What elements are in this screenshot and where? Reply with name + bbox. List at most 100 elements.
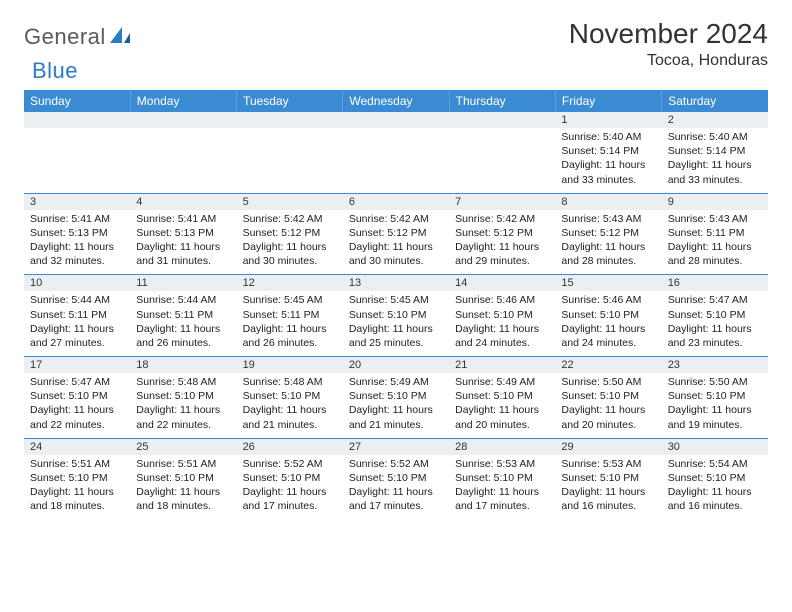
daylight-line: Daylight: 11 hours and 33 minutes. [561, 158, 655, 186]
day-number-cell: 10 [24, 275, 130, 292]
sunset-line: Sunset: 5:10 PM [30, 389, 124, 403]
daylight-line: Daylight: 11 hours and 30 minutes. [243, 240, 337, 268]
day-number-cell: 15 [555, 275, 661, 292]
daynum-row: 3456789 [24, 193, 768, 210]
sunset-line: Sunset: 5:11 PM [30, 308, 124, 322]
sunrise-line: Sunrise: 5:48 AM [243, 375, 337, 389]
calendar-body: 12Sunrise: 5:40 AMSunset: 5:14 PMDayligh… [24, 112, 768, 519]
day-content-cell: Sunrise: 5:40 AMSunset: 5:14 PMDaylight:… [662, 128, 768, 193]
daylight-line: Daylight: 11 hours and 25 minutes. [349, 322, 443, 350]
day-content-cell: Sunrise: 5:40 AMSunset: 5:14 PMDaylight:… [555, 128, 661, 193]
sunset-line: Sunset: 5:10 PM [30, 471, 124, 485]
sunset-line: Sunset: 5:14 PM [668, 144, 762, 158]
title-block: November 2024 Tocoa, Honduras [569, 18, 768, 70]
day-content-cell: Sunrise: 5:44 AMSunset: 5:11 PMDaylight:… [24, 291, 130, 356]
daylight-line: Daylight: 11 hours and 33 minutes. [668, 158, 762, 186]
day-content-cell: Sunrise: 5:53 AMSunset: 5:10 PMDaylight:… [555, 455, 661, 520]
sunset-line: Sunset: 5:10 PM [349, 308, 443, 322]
content-row: Sunrise: 5:40 AMSunset: 5:14 PMDaylight:… [24, 128, 768, 193]
day-number-cell: 1 [555, 112, 661, 128]
daylight-line: Daylight: 11 hours and 19 minutes. [668, 403, 762, 431]
sunset-line: Sunset: 5:10 PM [243, 389, 337, 403]
day-content-cell: Sunrise: 5:48 AMSunset: 5:10 PMDaylight:… [130, 373, 236, 438]
month-title: November 2024 [569, 18, 768, 50]
sunrise-line: Sunrise: 5:53 AM [561, 457, 655, 471]
weekday-sun: Sunday [24, 90, 130, 112]
weekday-thu: Thursday [449, 90, 555, 112]
day-content-cell: Sunrise: 5:54 AMSunset: 5:10 PMDaylight:… [662, 455, 768, 520]
day-number-cell: 22 [555, 357, 661, 374]
weekday-wed: Wednesday [343, 90, 449, 112]
daylight-line: Daylight: 11 hours and 17 minutes. [243, 485, 337, 513]
day-number-cell [343, 112, 449, 128]
daylight-line: Daylight: 11 hours and 20 minutes. [561, 403, 655, 431]
sunset-line: Sunset: 5:10 PM [561, 308, 655, 322]
daylight-line: Daylight: 11 hours and 27 minutes. [30, 322, 124, 350]
calendar-page: General November 2024 Tocoa, Honduras Bl… [0, 0, 792, 519]
content-row: Sunrise: 5:41 AMSunset: 5:13 PMDaylight:… [24, 210, 768, 275]
sunset-line: Sunset: 5:10 PM [136, 389, 230, 403]
day-content-cell [237, 128, 343, 193]
day-number-cell: 29 [555, 438, 661, 455]
content-row: Sunrise: 5:47 AMSunset: 5:10 PMDaylight:… [24, 373, 768, 438]
sunset-line: Sunset: 5:12 PM [455, 226, 549, 240]
day-content-cell: Sunrise: 5:42 AMSunset: 5:12 PMDaylight:… [449, 210, 555, 275]
day-number-cell: 11 [130, 275, 236, 292]
sunset-line: Sunset: 5:13 PM [136, 226, 230, 240]
day-content-cell [449, 128, 555, 193]
day-number-cell: 8 [555, 193, 661, 210]
day-content-cell: Sunrise: 5:41 AMSunset: 5:13 PMDaylight:… [130, 210, 236, 275]
sunset-line: Sunset: 5:10 PM [668, 389, 762, 403]
sunrise-line: Sunrise: 5:49 AM [349, 375, 443, 389]
sunset-line: Sunset: 5:13 PM [30, 226, 124, 240]
day-content-cell: Sunrise: 5:52 AMSunset: 5:10 PMDaylight:… [343, 455, 449, 520]
sunrise-line: Sunrise: 5:47 AM [668, 293, 762, 307]
brand-sail-icon [108, 25, 134, 50]
day-number-cell: 30 [662, 438, 768, 455]
sunset-line: Sunset: 5:10 PM [349, 389, 443, 403]
sunrise-line: Sunrise: 5:42 AM [243, 212, 337, 226]
sunrise-line: Sunrise: 5:41 AM [136, 212, 230, 226]
sunset-line: Sunset: 5:11 PM [136, 308, 230, 322]
sunrise-line: Sunrise: 5:45 AM [243, 293, 337, 307]
weekday-sat: Saturday [662, 90, 768, 112]
day-number-cell: 3 [24, 193, 130, 210]
sunset-line: Sunset: 5:12 PM [243, 226, 337, 240]
day-content-cell [130, 128, 236, 193]
day-content-cell: Sunrise: 5:46 AMSunset: 5:10 PMDaylight:… [449, 291, 555, 356]
brand-logo: General [24, 18, 136, 50]
day-content-cell: Sunrise: 5:43 AMSunset: 5:11 PMDaylight:… [662, 210, 768, 275]
day-content-cell: Sunrise: 5:51 AMSunset: 5:10 PMDaylight:… [130, 455, 236, 520]
day-number-cell: 16 [662, 275, 768, 292]
day-content-cell: Sunrise: 5:45 AMSunset: 5:10 PMDaylight:… [343, 291, 449, 356]
daynum-row: 10111213141516 [24, 275, 768, 292]
sunrise-line: Sunrise: 5:47 AM [30, 375, 124, 389]
sunrise-line: Sunrise: 5:51 AM [136, 457, 230, 471]
weekday-tue: Tuesday [237, 90, 343, 112]
sunrise-line: Sunrise: 5:46 AM [455, 293, 549, 307]
day-content-cell: Sunrise: 5:42 AMSunset: 5:12 PMDaylight:… [237, 210, 343, 275]
day-number-cell: 2 [662, 112, 768, 128]
day-number-cell: 17 [24, 357, 130, 374]
sunset-line: Sunset: 5:10 PM [349, 471, 443, 485]
sunrise-line: Sunrise: 5:43 AM [561, 212, 655, 226]
sunset-line: Sunset: 5:10 PM [668, 471, 762, 485]
daylight-line: Daylight: 11 hours and 21 minutes. [243, 403, 337, 431]
sunset-line: Sunset: 5:14 PM [561, 144, 655, 158]
daylight-line: Daylight: 11 hours and 16 minutes. [668, 485, 762, 513]
day-content-cell: Sunrise: 5:46 AMSunset: 5:10 PMDaylight:… [555, 291, 661, 356]
sunrise-line: Sunrise: 5:41 AM [30, 212, 124, 226]
sunrise-line: Sunrise: 5:50 AM [561, 375, 655, 389]
day-number-cell: 21 [449, 357, 555, 374]
day-number-cell: 4 [130, 193, 236, 210]
sunrise-line: Sunrise: 5:54 AM [668, 457, 762, 471]
daynum-row: 17181920212223 [24, 357, 768, 374]
day-number-cell: 5 [237, 193, 343, 210]
sunrise-line: Sunrise: 5:42 AM [349, 212, 443, 226]
sunset-line: Sunset: 5:12 PM [349, 226, 443, 240]
daylight-line: Daylight: 11 hours and 26 minutes. [136, 322, 230, 350]
daylight-line: Daylight: 11 hours and 17 minutes. [455, 485, 549, 513]
sunrise-line: Sunrise: 5:53 AM [455, 457, 549, 471]
sunset-line: Sunset: 5:11 PM [243, 308, 337, 322]
day-number-cell: 26 [237, 438, 343, 455]
